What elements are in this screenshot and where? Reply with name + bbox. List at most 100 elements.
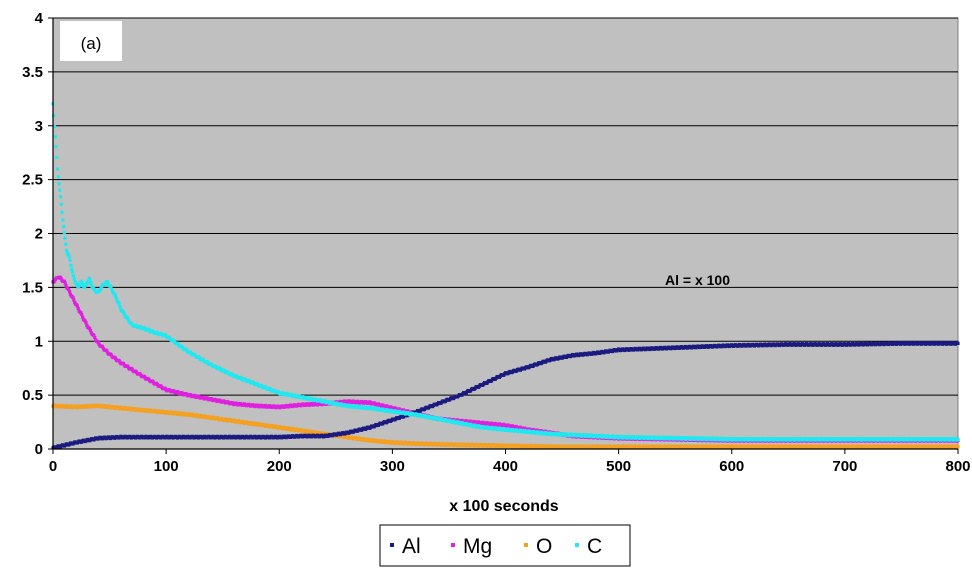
x-tick-label: 300	[380, 458, 405, 475]
data-point	[72, 277, 76, 281]
data-point	[114, 357, 118, 361]
data-point	[68, 258, 72, 262]
legend-box	[379, 524, 631, 567]
data-point	[67, 255, 71, 259]
data-point	[76, 306, 80, 311]
series-al	[51, 340, 960, 450]
data-point	[83, 285, 87, 289]
y-tick-label: 4	[35, 10, 44, 27]
data-point	[79, 279, 83, 283]
data-point	[62, 231, 66, 235]
data-point	[114, 296, 118, 301]
data-point	[72, 298, 76, 302]
y-tick-label: 2.5	[22, 172, 43, 189]
data-point	[121, 310, 125, 314]
legend-items: Al Mg O C	[390, 535, 602, 558]
data-point	[67, 287, 71, 292]
data-point	[83, 319, 87, 323]
data-point	[956, 445, 960, 449]
data-point	[87, 276, 91, 280]
data-point	[81, 283, 85, 287]
data-point	[59, 276, 63, 281]
data-point	[62, 279, 66, 283]
data-point	[58, 188, 62, 192]
data-point	[80, 315, 85, 319]
data-point	[112, 292, 117, 296]
data-point	[75, 304, 79, 308]
legend-label-c: C	[587, 535, 602, 558]
plot-area	[52, 17, 959, 450]
data-point	[77, 283, 82, 288]
data-point	[78, 281, 83, 285]
data-point	[109, 285, 113, 289]
y-tick-label: 1	[35, 333, 43, 350]
data-point	[100, 284, 104, 288]
data-point	[64, 248, 69, 253]
data-point	[55, 155, 59, 159]
data-point	[64, 284, 68, 288]
x-tick-label: 500	[606, 458, 631, 475]
data-point	[64, 242, 68, 246]
data-point	[63, 281, 67, 285]
legend-marker-o	[524, 543, 528, 547]
data-point	[117, 302, 121, 306]
data-point	[101, 345, 105, 349]
data-point	[54, 144, 58, 149]
panel-label: (a)	[81, 34, 102, 53]
data-point	[172, 339, 176, 343]
data-layer	[51, 102, 960, 450]
data-point	[96, 340, 100, 345]
data-point	[956, 341, 960, 346]
data-point	[97, 342, 101, 346]
data-point	[52, 124, 57, 129]
data-point	[126, 317, 130, 321]
data-point	[110, 287, 114, 292]
y-tick-label: 0	[35, 441, 43, 458]
x-tick-label: 0	[49, 458, 57, 475]
legend-label-mg: Mg	[463, 535, 492, 558]
data-point	[93, 288, 97, 292]
data-point	[118, 304, 122, 309]
y-tick-label: 3.5	[22, 64, 43, 81]
data-point	[71, 274, 75, 278]
data-point	[61, 224, 66, 229]
data-point	[105, 349, 109, 353]
data-point	[85, 323, 89, 328]
data-point	[88, 278, 92, 282]
x-tick-label: 600	[719, 458, 744, 475]
data-point	[58, 195, 63, 199]
y-tick-label: 3	[35, 118, 43, 135]
data-point	[60, 210, 64, 215]
data-point	[68, 292, 73, 296]
data-point	[65, 251, 70, 255]
data-point	[109, 353, 113, 357]
data-point	[53, 135, 57, 139]
data-point	[70, 267, 74, 271]
data-point	[56, 175, 60, 179]
annotation-label: Al = x 100	[665, 272, 730, 288]
axes-layer: 0 0.5 1 1.5 2 2.5 3 3.5 4 0 100 200 300 400 500 600 700 8…	[22, 10, 970, 475]
x-tick-label: 400	[493, 458, 518, 475]
data-point	[55, 167, 60, 171]
data-point	[92, 333, 96, 338]
series-c	[51, 102, 960, 442]
data-point	[63, 236, 67, 240]
x-tick-label: 200	[267, 458, 292, 475]
data-point	[93, 335, 97, 340]
legend: Al Mg O C	[379, 524, 631, 567]
x-axis-label: x 100 seconds	[449, 498, 559, 515]
data-point	[89, 281, 93, 285]
data-point	[956, 437, 960, 441]
data-point	[176, 342, 180, 346]
data-point	[113, 294, 118, 298]
data-point	[99, 287, 103, 291]
data-point	[59, 202, 63, 206]
legend-label-al: Al	[402, 535, 421, 558]
data-point	[98, 288, 102, 293]
data-point	[80, 281, 84, 285]
data-point	[105, 279, 109, 284]
data-point	[88, 328, 93, 332]
data-point	[85, 281, 89, 285]
data-point	[80, 312, 84, 317]
